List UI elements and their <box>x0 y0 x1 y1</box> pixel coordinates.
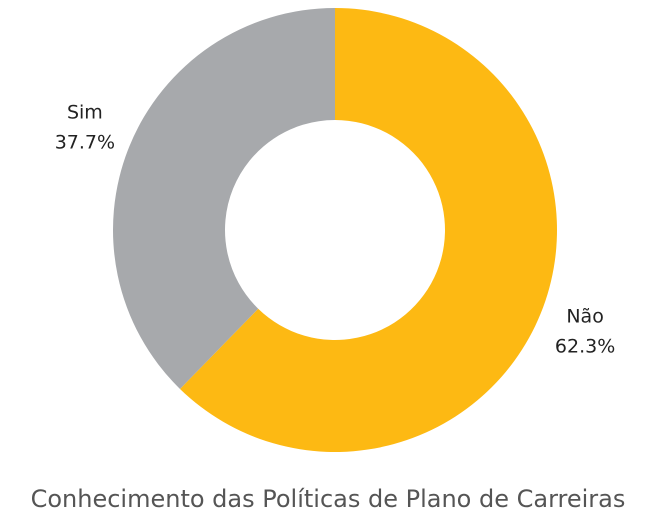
donut-slice <box>112 8 335 389</box>
slice-label: Sim <box>67 102 103 124</box>
slice-value-label: 37.7% <box>55 132 115 154</box>
slice-label: Não <box>566 305 603 327</box>
donut-slice <box>180 8 558 452</box>
slice-value-label: 62.3% <box>555 335 615 357</box>
chart-title: Conhecimento das Políticas de Plano de C… <box>31 485 626 513</box>
